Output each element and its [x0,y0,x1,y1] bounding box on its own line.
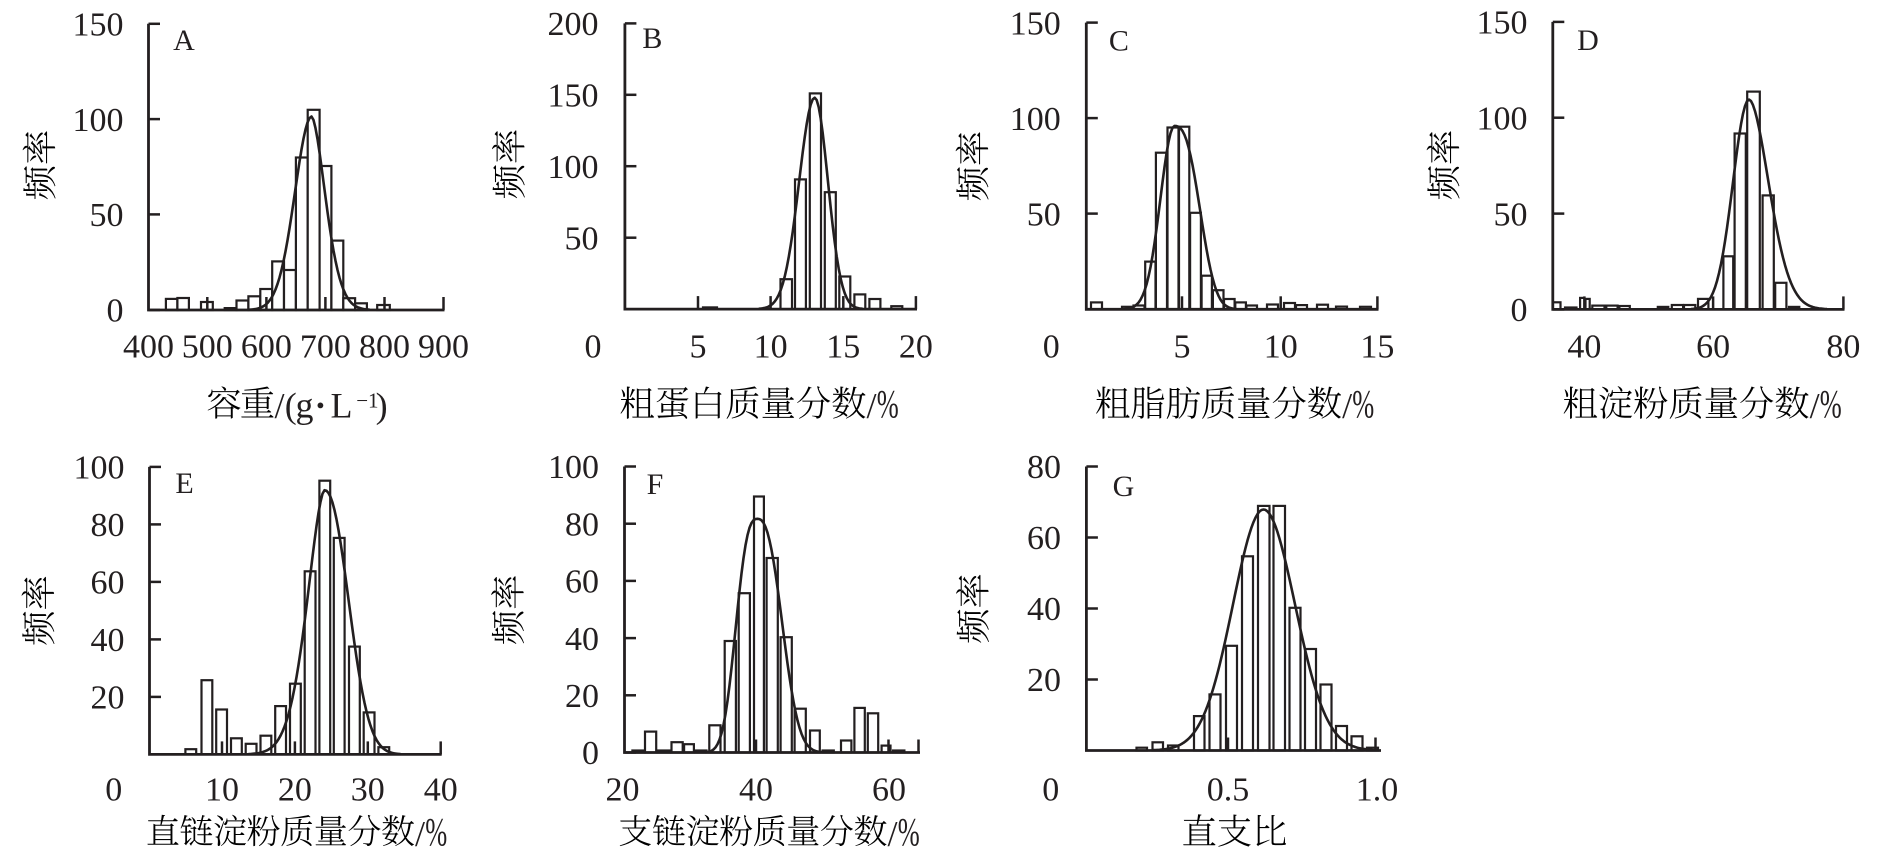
svg-text:150: 150 [73,7,124,44]
svg-text:40: 40 [424,772,458,809]
svg-text:800: 800 [359,329,410,366]
svg-text:100: 100 [548,149,599,186]
svg-text:/: / [415,814,425,854]
svg-text:200: 200 [548,6,599,43]
svg-text:50: 50 [1494,196,1528,233]
svg-text:(: ( [285,386,297,426]
svg-text:/: / [888,814,898,854]
svg-text:150: 150 [1010,5,1061,42]
svg-text:0: 0 [585,329,602,366]
svg-text:100: 100 [73,102,124,139]
svg-text:80: 80 [91,507,125,544]
svg-text:%: % [877,383,899,427]
svg-text:100: 100 [1477,100,1528,137]
svg-text:1.0: 1.0 [1356,772,1399,809]
svg-text:10: 10 [205,772,239,809]
svg-text:L: L [331,386,353,426]
svg-text:60: 60 [1696,329,1730,366]
svg-text:0: 0 [1511,292,1528,329]
svg-text:50: 50 [90,197,124,234]
svg-text:/: / [275,386,285,426]
svg-text:F: F [647,468,664,501]
svg-text:40: 40 [1567,329,1601,366]
svg-text:40: 40 [1027,591,1061,628]
svg-text:60: 60 [872,772,906,809]
svg-text:60: 60 [1027,520,1061,557]
svg-text:%: % [425,811,447,855]
svg-text:50: 50 [1027,196,1061,233]
svg-text:600: 600 [241,329,292,366]
svg-text:150: 150 [548,78,599,115]
svg-text:400: 400 [123,329,174,366]
svg-text:100: 100 [1010,101,1061,138]
svg-text:60: 60 [91,565,125,602]
svg-text:40: 40 [565,621,599,658]
svg-text:40: 40 [739,772,773,809]
svg-text:40: 40 [91,622,125,659]
svg-text:0: 0 [107,293,124,330]
svg-text:100: 100 [74,450,125,487]
svg-text:/: / [1810,386,1820,426]
svg-text:B: B [642,22,662,55]
svg-text:5: 5 [1174,329,1191,366]
svg-text:0: 0 [1043,329,1060,366]
svg-text:15: 15 [1360,329,1394,366]
svg-text:60: 60 [565,564,599,601]
svg-text:10: 10 [1264,329,1298,366]
svg-text:20: 20 [1027,662,1061,699]
svg-text:E: E [175,467,193,500]
svg-text:%: % [1820,383,1842,427]
svg-text:20: 20 [278,772,312,809]
svg-text:−1: −1 [356,388,378,412]
svg-text:20: 20 [606,772,640,809]
svg-text:0: 0 [1042,772,1059,809]
svg-text:): ) [376,386,388,426]
svg-text:150: 150 [1477,5,1528,42]
svg-text:30: 30 [351,772,385,809]
svg-text:20: 20 [565,678,599,715]
svg-text:100: 100 [548,449,599,486]
svg-text:500: 500 [182,329,233,366]
svg-text:80: 80 [1027,449,1061,486]
svg-text:80: 80 [1826,329,1860,366]
svg-text:20: 20 [91,680,125,717]
svg-text:0: 0 [582,735,599,772]
svg-text:/: / [867,386,877,426]
svg-text:G: G [1113,470,1135,503]
svg-text:C: C [1109,24,1129,57]
svg-text:10: 10 [754,329,788,366]
svg-text:A: A [173,24,195,57]
svg-text:15: 15 [826,329,860,366]
svg-text:20: 20 [899,329,933,366]
svg-text:50: 50 [565,220,599,257]
svg-text:D: D [1577,24,1599,57]
svg-text:%: % [1352,383,1374,427]
svg-text:/: / [1342,386,1352,426]
svg-text:0: 0 [105,772,122,809]
svg-text:5: 5 [690,329,707,366]
svg-text:900: 900 [418,329,469,366]
svg-text:0.5: 0.5 [1207,772,1250,809]
svg-text:700: 700 [300,329,351,366]
svg-text:%: % [898,811,920,855]
svg-text:g: g [296,386,314,426]
svg-text:80: 80 [565,506,599,543]
